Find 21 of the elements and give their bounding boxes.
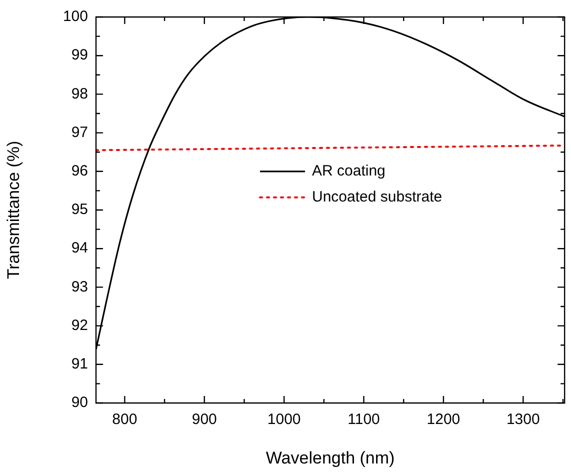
- legend-label: AR coating: [312, 162, 386, 180]
- y-tick-label: 95: [71, 201, 88, 218]
- x-tick-label: 1000: [267, 411, 301, 428]
- y-tick-label: 93: [71, 278, 88, 296]
- y-axis-title: Transmittance (%): [4, 140, 23, 280]
- y-tick-label: 100: [62, 8, 88, 26]
- x-tick-label: 1100: [348, 411, 380, 428]
- y-tick-label: 91: [71, 356, 88, 373]
- y-tick-label: 96: [71, 162, 88, 180]
- x-axis-title: Wavelength (nm): [266, 448, 395, 468]
- y-tick-label: 92: [71, 316, 88, 334]
- y-tick-label: 94: [71, 240, 88, 257]
- x-tick-label: 900: [192, 411, 217, 428]
- y-tick-label: 99: [71, 46, 88, 64]
- legend-label: Uncoated substrate: [312, 188, 442, 206]
- y-tick-label: 97: [71, 124, 88, 141]
- y-tick-label: 98: [71, 85, 88, 102]
- y-tick-label: 90: [71, 394, 88, 412]
- x-tick-label: 1200: [426, 411, 460, 428]
- x-tick-label: 1300: [506, 411, 540, 428]
- x-tick-label: 800: [112, 411, 138, 428]
